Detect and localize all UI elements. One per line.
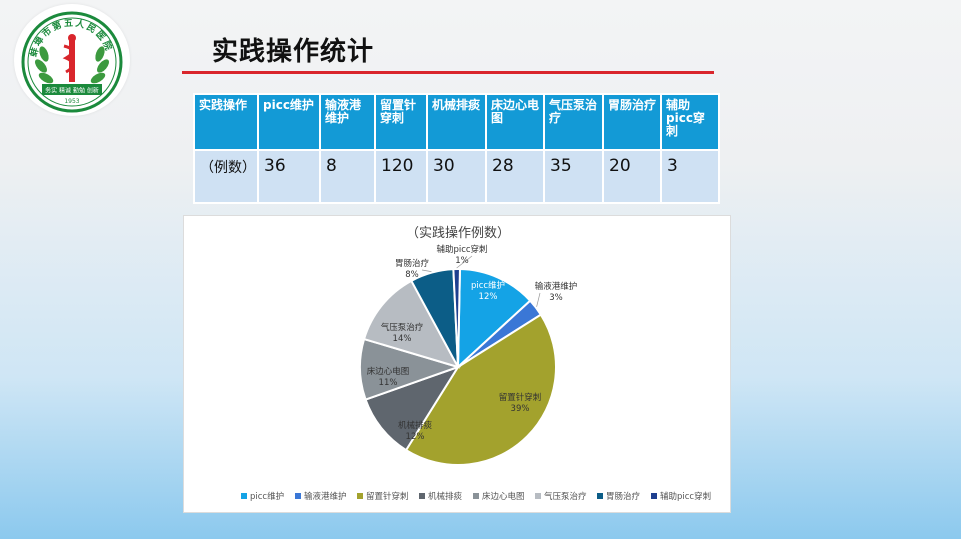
slice-category-label: 胃肠治疗 bbox=[395, 258, 430, 269]
header-cell: 实践操作 bbox=[193, 93, 259, 151]
value-cell: 8 bbox=[319, 149, 376, 204]
slice-category-label: 气压泵治疗 bbox=[381, 322, 424, 333]
pie-slice bbox=[362, 279, 461, 369]
leader-line bbox=[536, 292, 541, 307]
header-cell: 床边心电图 bbox=[485, 93, 545, 151]
leader-line bbox=[421, 269, 432, 272]
slice-percent-label: 8% bbox=[405, 270, 419, 280]
value-cell: 30 bbox=[426, 149, 487, 204]
header-cell: 留置针穿刺 bbox=[374, 93, 428, 151]
slice-percent-label: 1% bbox=[455, 256, 469, 266]
legend-swatch bbox=[535, 493, 541, 499]
legend-swatch bbox=[295, 493, 301, 499]
value-cell: 20 bbox=[602, 149, 662, 204]
header-cell: picc维护 bbox=[257, 93, 321, 151]
header-cell: 胃肠治疗 bbox=[602, 93, 662, 151]
hospital-logo: 蚌埠市第五人民医院 务实 精诚 勤勉 创新 1953 bbox=[14, 4, 130, 116]
slice-category-label: 输液港维护 bbox=[535, 281, 578, 292]
row-label-cell: （例数） bbox=[193, 149, 259, 204]
legend-label: 辅助picc穿刺 bbox=[660, 491, 711, 502]
slice-percent-label: 12% bbox=[406, 432, 425, 442]
legend-swatch bbox=[651, 493, 657, 499]
page-title: 实践操作统计 bbox=[212, 37, 375, 67]
value-cell: 28 bbox=[485, 149, 545, 204]
header-cell: 机械排痰 bbox=[426, 93, 487, 151]
pie-slice bbox=[452, 268, 461, 368]
value-cell: 3 bbox=[660, 149, 720, 204]
legend-label: 机械排痰 bbox=[428, 491, 463, 502]
legend-label: 床边心电图 bbox=[482, 491, 525, 502]
title-underline bbox=[182, 71, 714, 74]
pie-slice bbox=[404, 313, 557, 466]
slice-percent-label: 39% bbox=[511, 404, 530, 414]
legend-label: picc维护 bbox=[250, 491, 284, 502]
legend-label: 气压泵治疗 bbox=[544, 491, 587, 502]
logo-year: 1953 bbox=[64, 98, 79, 105]
legend-label: 胃肠治疗 bbox=[606, 491, 641, 502]
slice-category-label: 辅助picc穿刺 bbox=[436, 244, 487, 255]
value-cell: 120 bbox=[374, 149, 428, 204]
pie-chart: （实践操作例数） picc维护12%输液港维护3%留置针穿刺39%机械排痰12%… bbox=[241, 225, 711, 502]
slice-percent-label: 3% bbox=[549, 293, 563, 303]
slice-percent-label: 14% bbox=[393, 334, 412, 344]
header-cell: 气压泵治疗 bbox=[543, 93, 604, 151]
slice-category-label: 床边心电图 bbox=[367, 366, 410, 377]
table-header-row: 实践操作 picc维护 输液港维护 留置针穿刺 机械排痰 床边心电图 气压泵治疗… bbox=[193, 93, 720, 151]
legend-swatch bbox=[473, 493, 479, 499]
leader-line bbox=[456, 255, 473, 269]
slice-category-label: 机械排痰 bbox=[398, 420, 433, 431]
header-cell: 输液港维护 bbox=[319, 93, 376, 151]
slice-category-label: picc维护 bbox=[471, 280, 505, 291]
pie-slice bbox=[456, 267, 532, 370]
legend-label: 输液港维护 bbox=[304, 491, 347, 502]
slice-percent-label: 12% bbox=[479, 292, 498, 302]
legend-swatch bbox=[419, 493, 425, 499]
value-cell: 36 bbox=[257, 149, 321, 204]
legend-swatch bbox=[597, 493, 603, 499]
pie-chart-panel: （实践操作例数） picc维护 12% 输液港维护 3% 留置针穿刺 39% 机械排痰 12%… bbox=[183, 215, 731, 513]
logo-motto: 务实 精诚 勤勉 创新 bbox=[45, 87, 99, 95]
value-cell: 35 bbox=[543, 149, 604, 204]
legend-swatch bbox=[357, 493, 363, 499]
table-row: （例数） 36 8 120 30 28 35 20 3 bbox=[193, 149, 720, 204]
slice-percent-label: 11% bbox=[379, 378, 398, 388]
chart-title: （实践操作例数） bbox=[406, 225, 510, 241]
legend-swatch bbox=[241, 493, 247, 499]
legend-label: 留置针穿刺 bbox=[366, 491, 409, 502]
header-cell: 辅助picc穿刺 bbox=[660, 93, 720, 151]
slice-category-label: 留置针穿刺 bbox=[499, 392, 542, 403]
stats-table: 实践操作 picc维护 输液港维护 留置针穿刺 机械排痰 床边心电图 气压泵治疗… bbox=[193, 93, 720, 204]
